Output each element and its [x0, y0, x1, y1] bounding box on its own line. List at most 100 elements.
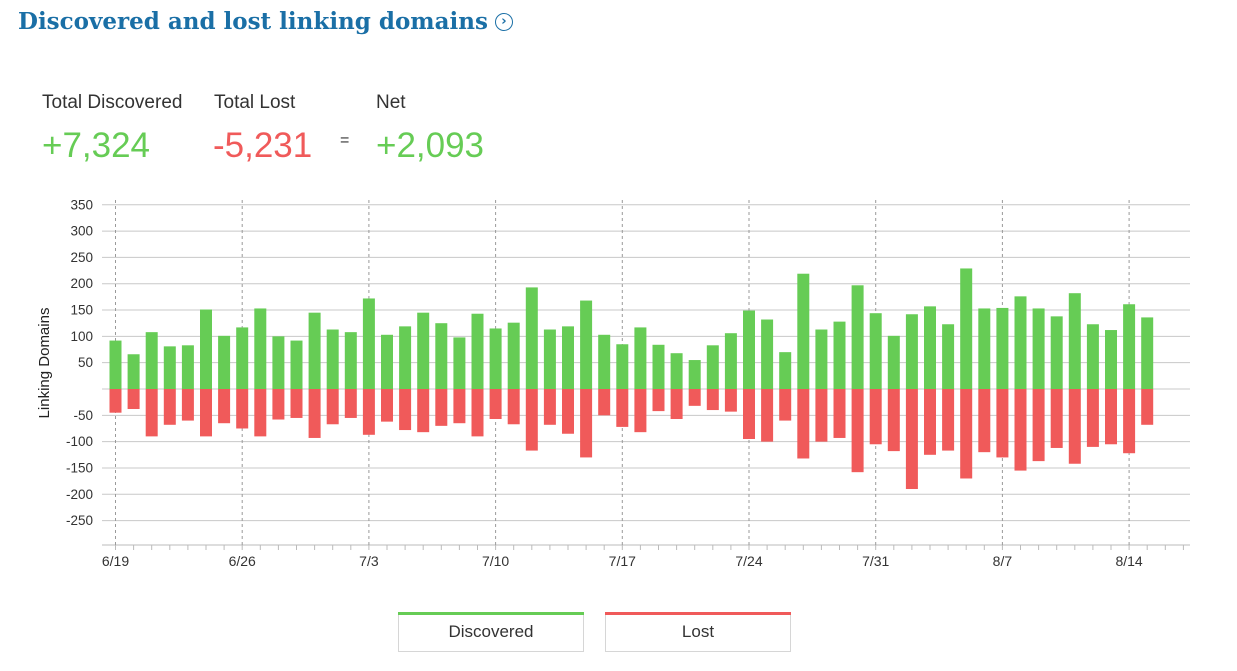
y-tick-label: -200 [66, 487, 93, 502]
discovered-bar [580, 300, 593, 389]
discovered-bar [344, 332, 357, 389]
discovered-bar [743, 310, 755, 389]
lost-bar [688, 389, 701, 406]
y-tick-label: -100 [66, 434, 93, 449]
lost-bar [724, 389, 737, 412]
y-tick-label: 250 [70, 250, 93, 265]
lost-bar [489, 389, 502, 420]
discovered-bar [724, 333, 737, 389]
lost-bar [1014, 389, 1027, 471]
discovered-bar [1032, 308, 1045, 389]
discovered-bar [543, 329, 556, 389]
legend-lost-swatch [605, 612, 791, 615]
discovered-bar [960, 268, 973, 389]
chevron-right-circle-icon[interactable]: › [494, 12, 513, 31]
discovered-bar [562, 326, 574, 389]
discovered-bar [308, 312, 321, 389]
chart-title: Discovered and lost linking domains › [18, 8, 513, 35]
discovered-bar [924, 306, 936, 389]
discovered-bar [163, 346, 176, 389]
discovered-bar [616, 344, 629, 389]
y-tick-label: 200 [70, 276, 93, 291]
lost-bar [308, 389, 321, 438]
lost-bar [543, 389, 556, 425]
discovered-bar [507, 322, 520, 389]
lost-bar [978, 389, 991, 453]
lost-bar [200, 389, 212, 437]
total-discovered-label: Total Discovered [42, 92, 183, 113]
discovered-bar [272, 336, 285, 389]
legend-lost-label: Lost [681, 622, 715, 641]
discovered-bar [797, 273, 810, 389]
discovered-bar [236, 327, 249, 389]
discovered-bar [670, 353, 683, 389]
discovered-bar [181, 345, 194, 389]
discovered-bar [851, 285, 864, 389]
x-tick-label: 7/10 [482, 553, 509, 569]
lost-bar [797, 389, 810, 459]
lost-bar [1050, 389, 1063, 448]
legend-discovered-button[interactable]: Discovered [398, 612, 584, 652]
lost-bar [145, 389, 158, 437]
chart-title-text: Discovered and lost linking domains [18, 8, 488, 35]
lost-bar [344, 389, 357, 418]
discovered-bar [1086, 324, 1099, 389]
discovered-bar [127, 354, 140, 389]
lost-bar [362, 389, 375, 435]
discovered-bar [290, 340, 303, 389]
x-tick-label: 6/19 [102, 553, 129, 569]
y-tick-label: 300 [70, 224, 93, 239]
y-tick-label: -50 [73, 408, 93, 423]
lost-bar [924, 389, 936, 455]
lost-bar [272, 389, 285, 420]
lost-bar [833, 389, 846, 438]
lost-bar [960, 389, 973, 479]
lost-bar [670, 389, 683, 420]
discovered-bar [145, 332, 158, 389]
lost-bar [562, 389, 574, 434]
net-value: +2,093 [376, 126, 485, 165]
discovered-bar [978, 308, 991, 389]
y-tick-label: -250 [66, 513, 93, 528]
discovered-bar [471, 313, 484, 389]
lost-bar [453, 389, 466, 424]
discovered-bar [109, 340, 122, 389]
total-lost-label: Total Lost [214, 92, 296, 113]
discovered-bar [1105, 330, 1117, 389]
x-tick-label: 7/17 [609, 553, 636, 569]
discovered-bar [218, 335, 231, 389]
net-label: Net [376, 92, 406, 113]
x-tick-label: 7/24 [735, 553, 762, 569]
discovered-bar [381, 334, 393, 389]
y-tick-label: 350 [70, 197, 93, 212]
lost-bar [761, 389, 774, 442]
legend-discovered-label: Discovered [448, 622, 534, 641]
equals-sign: = [340, 132, 350, 149]
discovered-bar [1068, 293, 1081, 389]
discovered-bar [254, 308, 267, 389]
discovered-bar [869, 313, 882, 389]
discovered-bar [634, 327, 647, 389]
lost-bar [290, 389, 303, 418]
x-tick-label: 8/14 [1115, 553, 1142, 569]
lost-bar [507, 389, 520, 425]
legend-lost-button[interactable]: Lost [605, 612, 791, 652]
lost-bar [996, 389, 1009, 458]
discovered-bar [1141, 317, 1154, 389]
discovered-bar [417, 312, 430, 389]
lost-bar [634, 389, 647, 433]
lost-bar [236, 389, 249, 429]
discovered-bar [435, 323, 448, 389]
discovered-bar [761, 319, 774, 389]
lost-bar [435, 389, 448, 426]
linking-domains-chart: 350 300 250 200 150 100 50 -50 -100 -150 -200 -250 6… [36, 197, 1190, 569]
lost-bar [616, 389, 629, 427]
lost-bar [706, 389, 719, 411]
lost-bar [109, 389, 122, 413]
lost-bar [887, 389, 900, 452]
lost-bar [399, 389, 412, 431]
lost-bar [417, 389, 430, 433]
discovered-bar [453, 337, 466, 389]
lost-bar [815, 389, 828, 442]
lost-bar [1105, 389, 1117, 445]
